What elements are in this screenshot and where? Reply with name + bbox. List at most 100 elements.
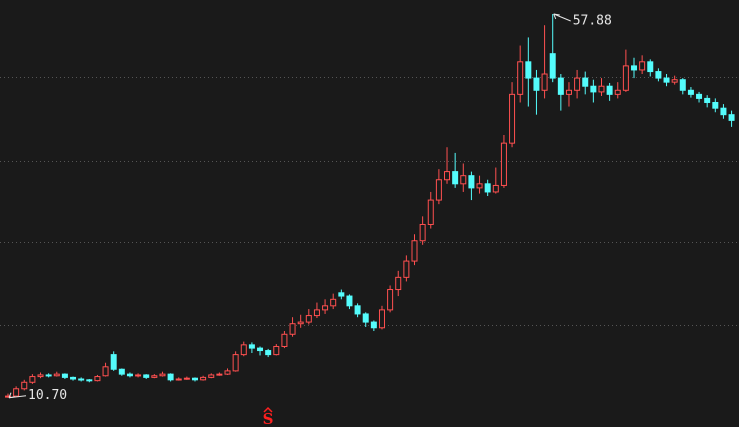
candle-body — [118, 368, 125, 375]
candle-body — [5, 395, 11, 398]
candle-body — [191, 377, 198, 381]
candles — [5, 13, 735, 398]
candle-body — [517, 61, 524, 95]
candle-body — [183, 377, 190, 380]
candle-body — [208, 374, 215, 378]
candle-body — [403, 260, 410, 278]
candle-body — [265, 350, 272, 356]
candle-body — [53, 373, 60, 377]
candle-body — [378, 309, 385, 329]
candle-body — [598, 85, 605, 93]
candle-body — [78, 378, 85, 381]
annotation-label: 57.88 — [573, 13, 612, 28]
candle-body — [419, 223, 426, 242]
candle-body — [94, 376, 101, 382]
candle-body — [370, 321, 377, 329]
candle-body — [679, 79, 686, 91]
candle-body — [411, 240, 418, 262]
candle-body — [167, 373, 174, 381]
candle-body — [297, 321, 304, 325]
candle-body — [387, 289, 394, 311]
candle-body — [687, 89, 694, 95]
candle-body — [541, 73, 548, 91]
candle-body — [29, 376, 36, 383]
signal-hat — [263, 406, 273, 413]
candle-body — [305, 315, 312, 323]
candle-body — [533, 77, 540, 91]
candle-body — [427, 199, 434, 225]
candle-body — [126, 373, 133, 377]
candle-body — [492, 184, 499, 193]
candle-body — [549, 53, 556, 79]
candle-body — [639, 61, 646, 71]
candle-body — [606, 85, 613, 95]
candle-body — [460, 175, 467, 185]
annotation-label: 10.70 — [28, 388, 67, 403]
candle-body — [346, 295, 353, 307]
candle-body — [232, 354, 239, 372]
candle-body — [322, 305, 329, 311]
candle-body — [614, 89, 621, 95]
candle-body — [21, 381, 28, 390]
candle-body — [313, 309, 320, 317]
candle-body — [525, 61, 532, 79]
candle-body — [70, 376, 77, 380]
candle-body — [696, 93, 703, 99]
annotations: 57.88 10.70 — [8, 13, 612, 403]
candle-body — [720, 107, 727, 116]
candle-body — [452, 171, 459, 185]
annotation-arrowhead — [8, 392, 16, 399]
candle-body — [590, 85, 597, 93]
candle-body — [663, 77, 670, 83]
candle-body — [216, 373, 223, 376]
candle-body — [671, 79, 678, 83]
candle-body — [557, 77, 564, 95]
candle-body — [655, 71, 662, 79]
candle-body — [444, 171, 451, 181]
candle-body — [712, 101, 719, 109]
candle-body — [704, 97, 711, 103]
candle-body — [257, 347, 264, 352]
candle-body — [330, 298, 337, 307]
candle-body — [110, 354, 117, 370]
candle-body — [728, 114, 735, 121]
candle-body — [224, 370, 231, 375]
candle-body — [468, 175, 475, 189]
candle-body — [484, 183, 491, 193]
candle-body — [273, 345, 280, 356]
candle-body — [143, 374, 150, 378]
candle-body — [631, 65, 638, 71]
annotation-arrow — [553, 13, 571, 22]
candle-body — [500, 142, 507, 186]
candle-body — [435, 179, 442, 201]
candle-body — [281, 333, 288, 347]
candle-body — [240, 344, 247, 356]
candle-body — [509, 93, 516, 144]
candle-body — [354, 305, 361, 315]
candle-body — [362, 313, 369, 323]
candle-body — [565, 89, 572, 95]
candle-body — [395, 276, 402, 291]
candle-body — [37, 374, 44, 378]
candle-body — [622, 65, 629, 91]
candle-body — [582, 77, 589, 87]
candle-body — [289, 323, 296, 335]
candle-body — [476, 183, 483, 189]
candle-body — [45, 374, 52, 377]
candle-body — [102, 366, 109, 377]
candle-body — [86, 379, 93, 382]
candle-body — [61, 373, 68, 378]
candle-body — [248, 344, 255, 349]
candle-body — [338, 292, 345, 297]
candle-body — [200, 376, 207, 381]
signal-label: S — [263, 410, 274, 427]
annotation-arrowhead — [553, 13, 560, 20]
candle-body — [175, 378, 182, 381]
candle-body — [135, 374, 142, 377]
candle-body — [151, 375, 158, 378]
candle-body — [159, 373, 166, 377]
candle-body — [574, 77, 581, 91]
